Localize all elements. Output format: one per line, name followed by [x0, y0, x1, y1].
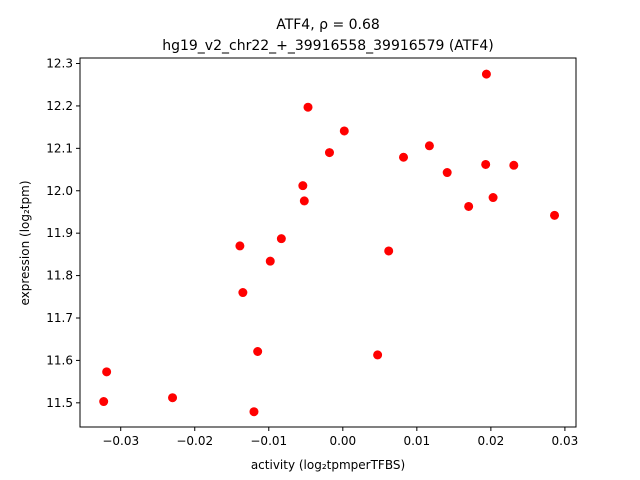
y-tick-label: 11.5 [46, 396, 73, 410]
x-axis-label: activity (log₂tpmperTFBS) [251, 458, 405, 472]
y-tick-label: 12.3 [46, 57, 73, 71]
x-tick-label: 0.00 [329, 434, 356, 448]
data-point-16 [384, 246, 394, 256]
data-point-14 [339, 126, 349, 136]
data-point-13 [324, 148, 334, 158]
data-point-18 [424, 141, 434, 151]
y-axis-label: expression (log₂tpm) [18, 180, 32, 305]
data-point-4 [235, 241, 245, 251]
data-point-19 [442, 168, 452, 178]
data-point-21 [481, 159, 491, 169]
data-point-15 [373, 350, 383, 360]
data-point-9 [276, 234, 286, 244]
data-point-24 [509, 160, 519, 170]
data-point-20 [464, 201, 474, 211]
data-point-1 [99, 397, 109, 407]
data-point-11 [299, 196, 309, 206]
y-tick-label: 11.8 [46, 269, 73, 283]
data-point-8 [265, 256, 275, 266]
x-tick-label: −0.02 [176, 434, 213, 448]
y-tick-label: 11.6 [46, 353, 73, 367]
data-point-7 [253, 346, 263, 356]
x-tick-label: 0.03 [552, 434, 579, 448]
plot-area-frame [79, 57, 577, 428]
x-axis: −0.03 −0.02 −0.01 0.00 0.01 0.02 0.03 [102, 427, 578, 448]
x-tick-label: −0.03 [102, 434, 139, 448]
data-point-5 [238, 288, 248, 298]
data-point-12 [303, 102, 313, 112]
y-axis: 11.5 11.6 11.7 11.8 11.9 12.0 12.1 12.2 12.3 [46, 57, 80, 410]
data-point-3 [168, 393, 178, 403]
data-point-2 [102, 367, 112, 377]
data-point-17 [399, 152, 409, 162]
data-point-25 [550, 210, 560, 220]
x-tick-label: 0.01 [403, 434, 430, 448]
data-point-23 [488, 193, 498, 203]
chart-title-line1: ATF4, ρ = 0.68 [276, 17, 380, 33]
y-tick-label: 12.2 [46, 99, 73, 113]
data-point-10 [298, 181, 308, 191]
y-tick-label: 11.7 [46, 311, 73, 325]
data-point-22 [481, 69, 491, 79]
y-tick-label: 11.9 [46, 226, 73, 240]
chart-title-line2: hg19_v2_chr22_+_39916558_39916579 (ATF4) [162, 38, 494, 54]
y-tick-label: 12.0 [46, 184, 73, 198]
data-points [99, 69, 560, 417]
x-tick-label: −0.01 [250, 434, 287, 448]
data-point-6 [249, 407, 259, 417]
x-tick-label: 0.02 [478, 434, 505, 448]
y-tick-label: 12.1 [46, 141, 73, 155]
